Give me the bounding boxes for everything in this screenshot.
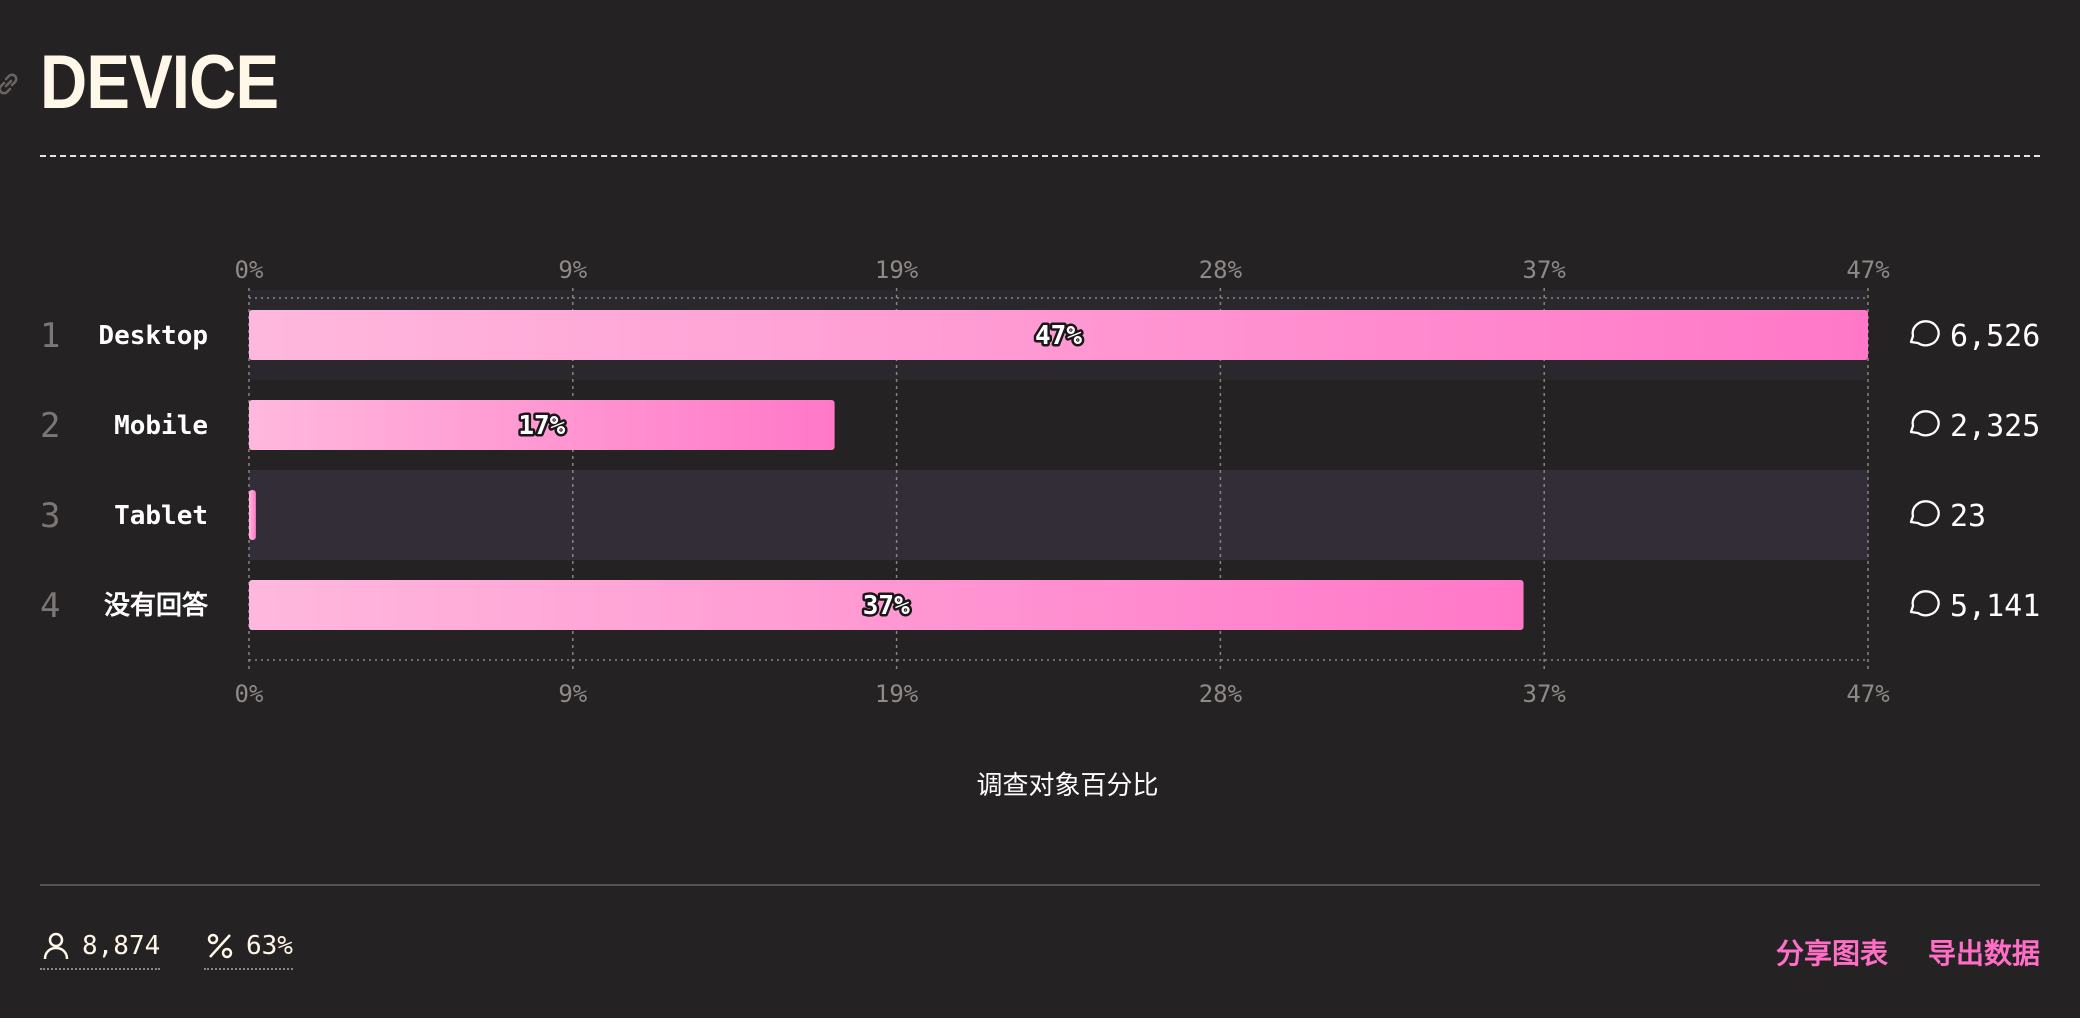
response-count: 23: [1950, 499, 1986, 534]
x-tick-label-bottom: 9%: [558, 680, 587, 708]
x-tick-label-bottom: 19%: [875, 680, 919, 708]
comment-icon: [1909, 320, 1940, 347]
x-tick-label-top: 0%: [235, 256, 264, 284]
title-divider: [40, 155, 2040, 157]
bar-value-label: 17%: [518, 411, 565, 441]
x-tick-label-bottom: 37%: [1523, 680, 1567, 708]
bar-value-label: 47%: [1035, 321, 1082, 351]
comment-icon: [1909, 500, 1940, 527]
x-tick-label-top: 19%: [875, 256, 919, 284]
row-rank: 4: [40, 586, 60, 626]
row-band: [249, 470, 1868, 560]
response-count: 6,526: [1950, 319, 2040, 354]
bar-chart: 0% 0% 9% 9% 19% 19% 28% 28% 37% 37% 47% 47% 1 Desktop…: [40, 256, 2040, 708]
bar: [249, 490, 256, 540]
bar: [249, 310, 1868, 360]
x-axis-title: 调查对象百分比: [976, 771, 1159, 801]
row-rank: 1: [40, 316, 60, 356]
percent-icon: [207, 933, 233, 959]
comment-icon: [1909, 590, 1940, 617]
chart-actions: 分享图表 导出数据: [1776, 932, 2040, 972]
footer-divider: [40, 884, 2040, 886]
chart-footer: 8,874 63% 分享图表 导出数据: [40, 930, 2040, 976]
export-data-link[interactable]: 导出数据: [1927, 937, 2040, 970]
category-label: Desktop: [98, 321, 208, 351]
chart-title: DEVICE: [40, 40, 279, 125]
row-rank: 2: [40, 406, 60, 446]
response-rate-stat[interactable]: 63%: [204, 930, 293, 970]
x-tick-label-bottom: 47%: [1846, 680, 1890, 708]
x-tick-label-top: 37%: [1523, 256, 1567, 284]
comment-icon: [1909, 410, 1940, 437]
response-count: 2,325: [1950, 409, 2040, 444]
x-tick-label-bottom: 0%: [235, 680, 264, 708]
x-tick-label-bottom: 28%: [1199, 680, 1243, 708]
x-tick-label-top: 28%: [1199, 256, 1243, 284]
share-chart-link[interactable]: 分享图表: [1775, 937, 1888, 970]
respondents-count: 8,874: [82, 931, 161, 961]
category-label: Mobile: [114, 411, 208, 441]
bar: [249, 400, 835, 450]
x-tick-label-top: 9%: [558, 256, 587, 284]
x-tick-label-top: 47%: [1846, 256, 1890, 284]
response-count: 5,141: [1950, 589, 2040, 624]
response-rate-value: 63%: [246, 931, 293, 961]
respondents-stat[interactable]: 8,874: [40, 930, 161, 970]
category-label: Tablet: [114, 501, 208, 531]
person-icon: [43, 932, 69, 960]
bar-value-label: 37%: [863, 591, 910, 621]
row-rank: 3: [40, 496, 60, 536]
category-label: 没有回答: [104, 590, 209, 621]
bar: [249, 580, 1524, 630]
link-icon[interactable]: [0, 70, 22, 98]
